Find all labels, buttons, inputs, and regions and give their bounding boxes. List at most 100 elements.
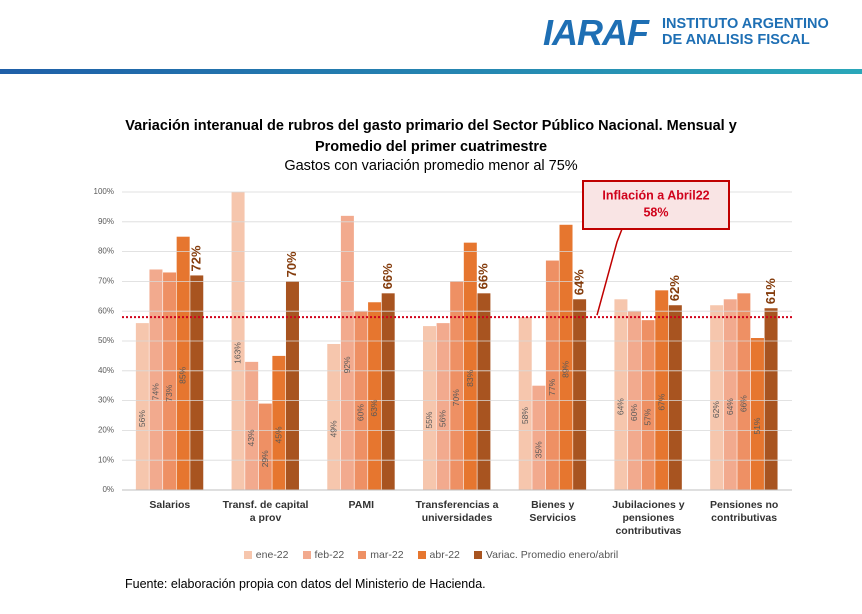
bar	[463, 242, 477, 490]
y-tick-label: 100%	[94, 187, 114, 196]
bar	[381, 293, 395, 490]
bar	[518, 317, 532, 490]
legend-swatch	[358, 551, 367, 559]
value-label: 56%	[438, 410, 448, 427]
x-tick-label: PAMI	[348, 499, 375, 511]
bar	[545, 260, 559, 490]
bar	[231, 192, 245, 490]
legend-item: Variac. Promedio enero/abril	[473, 549, 619, 561]
value-label: 49%	[328, 420, 338, 437]
legend-label: ene-22	[255, 549, 289, 561]
legend-item: ene-22	[243, 549, 289, 561]
value-label: 58%	[520, 407, 530, 424]
bar	[285, 281, 299, 490]
value-label: 73%	[164, 384, 174, 401]
bar	[573, 299, 587, 490]
callout-value: 58%	[643, 205, 668, 219]
value-label: 64%	[571, 269, 586, 295]
legend-label: mar-22	[370, 549, 404, 561]
callout-pointer	[596, 228, 623, 316]
value-label: 64%	[615, 398, 625, 415]
title-line: Promedio del primer cuatrimestre	[314, 139, 548, 155]
value-label: 72%	[188, 245, 203, 271]
bar	[135, 323, 149, 490]
legend-label: Variac. Promedio enero/abril	[485, 549, 619, 561]
y-tick-label: 40%	[98, 366, 114, 375]
bar	[245, 361, 259, 490]
callout-text: Inflación a Abril22	[602, 188, 709, 202]
value-label: 62%	[711, 401, 721, 418]
bar	[176, 236, 190, 490]
value-label: 60%	[356, 404, 366, 421]
org-line: INSTITUTO ARGENTINO	[662, 16, 829, 32]
value-label: 43%	[246, 429, 256, 446]
y-tick-label: 0%	[102, 485, 114, 494]
legend-swatch	[302, 551, 311, 559]
bar	[668, 305, 682, 490]
value-label: 62%	[667, 275, 682, 301]
value-label: 51%	[752, 417, 762, 434]
x-tick-label: Bienes y Servicios	[529, 499, 577, 524]
value-label: 60%	[629, 404, 639, 421]
bar	[477, 293, 491, 490]
legend-label: feb-22	[314, 549, 345, 561]
org-line: DE ANALISIS FISCAL	[662, 32, 810, 48]
legend: ene-22 feb-22 mar-22 abr-22 Variac. Promedio…	[0, 549, 862, 561]
y-tick-label: 20%	[98, 426, 114, 435]
legend-label: abr-22	[429, 549, 460, 561]
bar	[163, 272, 177, 490]
bar	[258, 403, 272, 490]
bar	[723, 299, 737, 490]
callout-box	[582, 180, 730, 230]
bar	[614, 299, 628, 490]
bar	[532, 385, 546, 490]
legend-swatch	[243, 551, 252, 559]
y-tick-label: 30%	[98, 396, 114, 405]
bar	[559, 224, 573, 490]
legend-item: abr-22	[417, 549, 460, 561]
value-label: 64%	[725, 398, 735, 415]
value-label: 63%	[369, 399, 379, 416]
value-label: 74%	[151, 383, 161, 400]
bar	[149, 269, 163, 490]
x-tick-label: Transf. de capital a prov	[222, 499, 309, 524]
chart-title: Variación interanual de rubros del gasto…	[0, 116, 862, 158]
y-tick-label: 90%	[98, 217, 114, 226]
bar	[737, 293, 751, 490]
y-tick-label: 60%	[98, 306, 114, 315]
bar	[423, 326, 436, 490]
bar	[327, 343, 341, 490]
bar	[750, 338, 764, 490]
y-tick-label: 80%	[98, 247, 114, 256]
value-label: 67%	[656, 393, 666, 410]
bar	[368, 302, 382, 490]
value-label: 55%	[424, 411, 434, 428]
logo: IARAF	[543, 12, 649, 53]
org-name: INSTITUTO ARGENTINO DE ANALISIS FISCAL	[662, 16, 829, 48]
value-label: 70%	[451, 389, 461, 406]
value-label: 163%	[233, 342, 243, 364]
bar	[340, 215, 354, 490]
header-bar	[0, 69, 862, 74]
y-tick-label: 70%	[98, 277, 114, 286]
x-tick-label: Transferencias a universidades	[415, 499, 499, 524]
value-label: 66%	[380, 263, 395, 289]
bar	[764, 308, 778, 490]
value-label: 85%	[178, 366, 188, 383]
y-tick-label: 50%	[98, 336, 114, 345]
bars	[135, 192, 778, 490]
value-label: 29%	[260, 450, 270, 467]
value-label: 66%	[476, 263, 491, 289]
value-label: 56%	[137, 410, 147, 427]
value-label: 61%	[763, 278, 778, 304]
value-label: 83%	[465, 369, 475, 386]
bar	[436, 323, 450, 490]
bar	[710, 305, 724, 490]
legend-swatch	[417, 551, 426, 559]
value-label: 66%	[738, 395, 748, 412]
x-tick-label: Salarios	[149, 499, 191, 511]
title-line: Variación interanual de rubros del gasto…	[125, 118, 737, 134]
value-label: 77%	[547, 378, 557, 395]
